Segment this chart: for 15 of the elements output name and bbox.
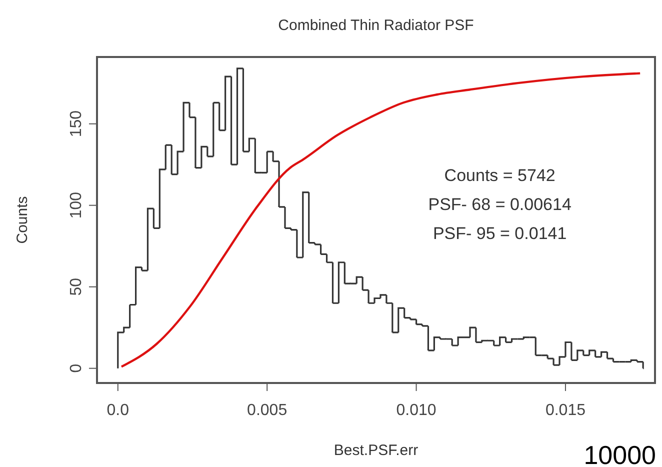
x-axis-title: Best.PSF.err (334, 442, 418, 459)
x-tick-label: 0.010 (396, 402, 436, 419)
annotation: PSF- 68 = 0.00614 (428, 194, 572, 214)
annotation: PSF- 95 = 0.0141 (432, 224, 567, 243)
text: 10000 (584, 440, 656, 467)
y-tick-label: 150 (68, 110, 85, 138)
y-tick-label: 100 (68, 192, 85, 219)
chart-title: Combined Thin Radiator PSF (278, 17, 474, 34)
y-tick-label: 0 (68, 364, 85, 373)
x-tick-label: 0.0 (106, 402, 130, 419)
x-tick-label: 0.005 (247, 402, 288, 419)
y-axis-title: Counts (14, 196, 31, 244)
x-tick-label: 0.015 (545, 402, 586, 419)
annotation: Counts = 5742 (444, 166, 556, 185)
y-tick-label: 50 (68, 278, 85, 296)
